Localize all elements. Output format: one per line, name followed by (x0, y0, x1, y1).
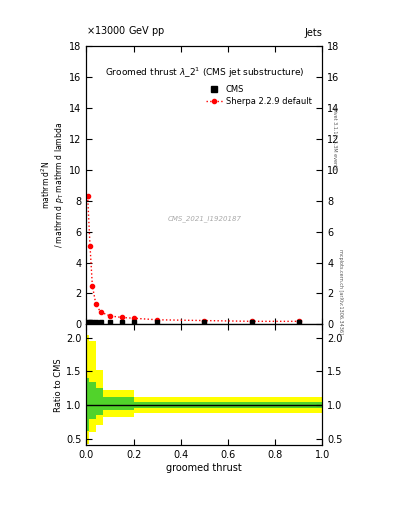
Text: Groomed thrust $\lambda\_2^1$ (CMS jet substructure): Groomed thrust $\lambda\_2^1$ (CMS jet s… (105, 66, 304, 80)
Text: $\times$13000 GeV pp: $\times$13000 GeV pp (86, 25, 166, 38)
Y-axis label: mathrm d$^2$N
/ mathrm d $p_\mathrm{T}$ mathrm d lambda: mathrm d$^2$N / mathrm d $p_\mathrm{T}$ … (39, 122, 66, 248)
X-axis label: groomed thrust: groomed thrust (167, 463, 242, 473)
Legend: CMS, Sherpa 2.2.9 default: CMS, Sherpa 2.2.9 default (204, 83, 313, 108)
Text: mcplots.cern.ch [arXiv:1306.3436]: mcplots.cern.ch [arXiv:1306.3436] (338, 249, 343, 334)
Y-axis label: Ratio to CMS: Ratio to CMS (55, 358, 63, 412)
Text: Rivet 3.1.10, 3.3M events: Rivet 3.1.10, 3.3M events (332, 107, 337, 169)
Text: Jets: Jets (305, 28, 322, 38)
Text: CMS_2021_I1920187: CMS_2021_I1920187 (167, 215, 241, 222)
